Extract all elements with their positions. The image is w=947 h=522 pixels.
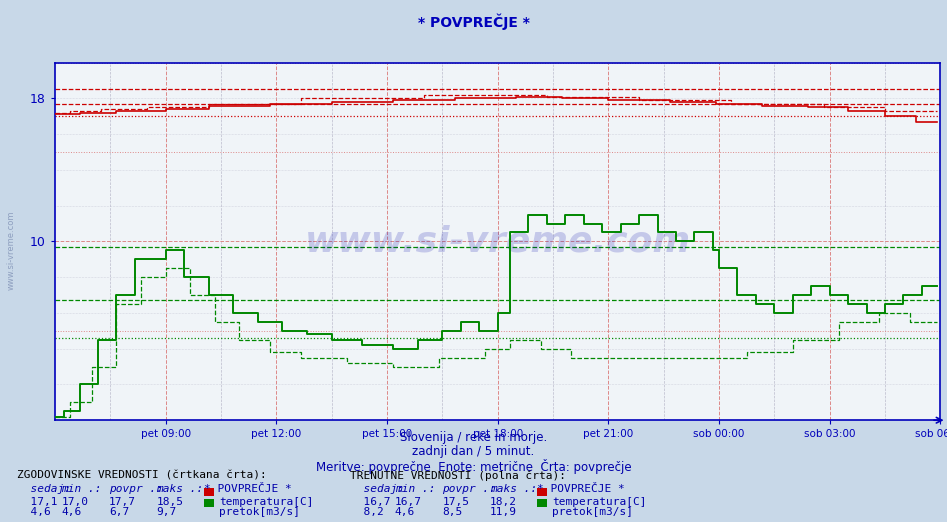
Text: 8,2: 8,2	[350, 507, 384, 517]
Text: pretok[m3/s]: pretok[m3/s]	[552, 507, 634, 517]
Text: ZGODOVINSKE VREDNOSTI (črtkana črta):: ZGODOVINSKE VREDNOSTI (črtkana črta):	[17, 471, 267, 481]
Text: 17,5: 17,5	[442, 497, 470, 507]
Text: 11,9: 11,9	[490, 507, 517, 517]
Text: 16,7: 16,7	[395, 497, 422, 507]
Text: 9,7: 9,7	[156, 507, 176, 517]
Text: sedaj:: sedaj:	[17, 484, 71, 494]
Text: 6,7: 6,7	[109, 507, 129, 517]
Text: TRENUTNE VREDNOSTI (polna črta):: TRENUTNE VREDNOSTI (polna črta):	[350, 471, 566, 481]
Text: Meritve: povprečne  Enote: metrične  Črta: povprečje: Meritve: povprečne Enote: metrične Črta:…	[315, 459, 632, 474]
Text: temperatura[C]: temperatura[C]	[552, 497, 647, 507]
Text: 17,7: 17,7	[109, 497, 136, 507]
Text: temperatura[C]: temperatura[C]	[219, 497, 313, 507]
Text: 16,7: 16,7	[350, 497, 391, 507]
Text: 18,5: 18,5	[156, 497, 184, 507]
Text: * POVPREČJE *: * POVPREČJE *	[418, 13, 529, 30]
Text: 4,6: 4,6	[395, 507, 415, 517]
Text: 18,2: 18,2	[490, 497, 517, 507]
Text: 4,6: 4,6	[62, 507, 81, 517]
Text: zadnji dan / 5 minut.: zadnji dan / 5 minut.	[412, 445, 535, 458]
Text: maks .:: maks .:	[490, 484, 537, 494]
Text: min .:: min .:	[62, 484, 102, 494]
Text: maks .:: maks .:	[156, 484, 204, 494]
Text: povpr .:: povpr .:	[109, 484, 163, 494]
Text: Slovenija / reke in morje.: Slovenija / reke in morje.	[400, 431, 547, 444]
Text: 8,5: 8,5	[442, 507, 462, 517]
Text: povpr .:: povpr .:	[442, 484, 496, 494]
Text: www.si-vreme.com: www.si-vreme.com	[7, 211, 16, 290]
Text: min .:: min .:	[395, 484, 436, 494]
Text: pretok[m3/s]: pretok[m3/s]	[219, 507, 300, 517]
Text: sedaj:: sedaj:	[350, 484, 404, 494]
Text: 17,1: 17,1	[17, 497, 58, 507]
Text: www.si-vreme.com: www.si-vreme.com	[305, 224, 690, 258]
Text: * POVPREČJE *: * POVPREČJE *	[204, 484, 292, 494]
Text: 17,0: 17,0	[62, 497, 89, 507]
Text: * POVPREČJE *: * POVPREČJE *	[537, 484, 625, 494]
Text: 4,6: 4,6	[17, 507, 51, 517]
